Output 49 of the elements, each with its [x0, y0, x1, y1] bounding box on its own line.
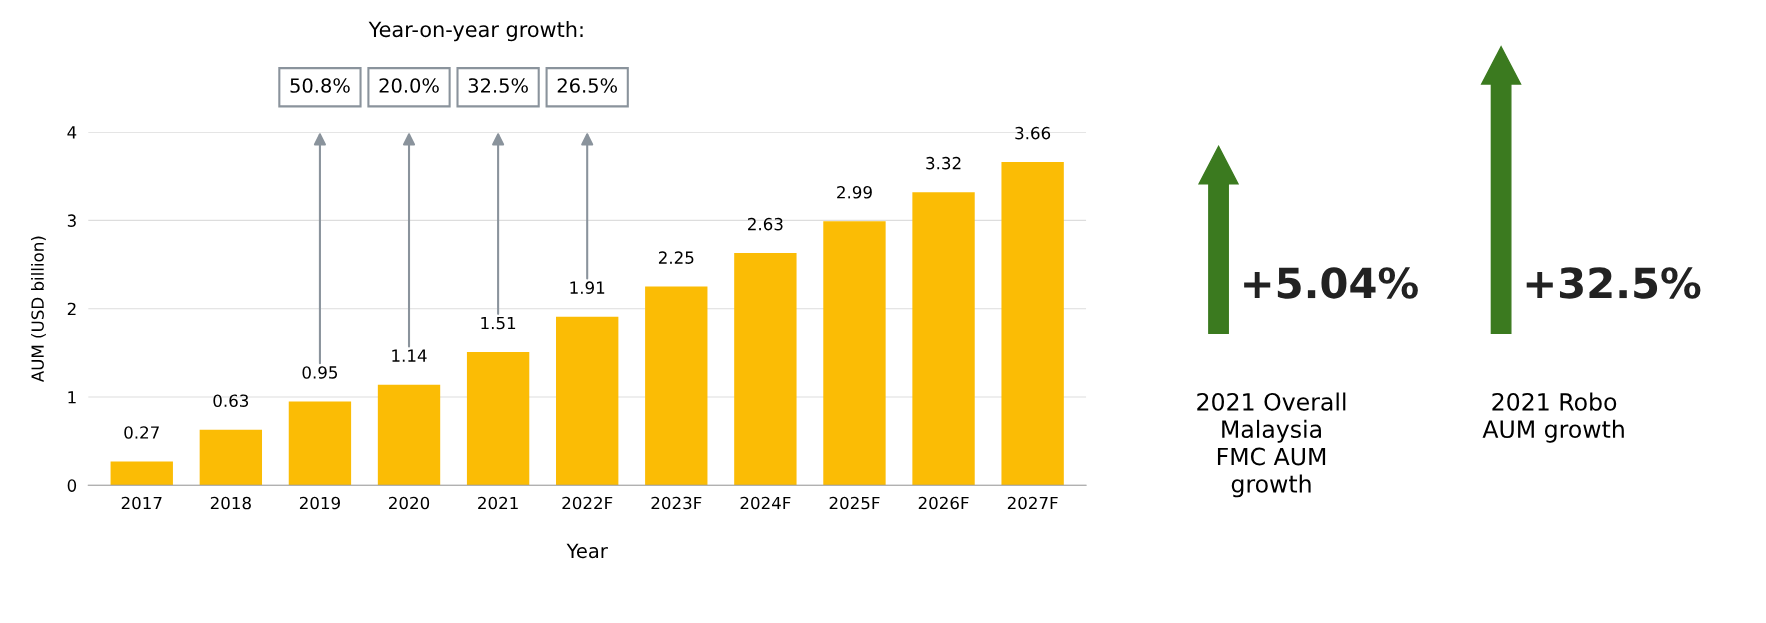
- bar: [377, 384, 441, 486]
- y-axis-title: AUM (USD billion): [31, 236, 46, 383]
- text: 2021 Robo AUM growth: [1482, 392, 1624, 443]
- data-label: 1.14: [392, 349, 427, 362]
- text: 32.5%: [468, 78, 528, 93]
- data-label: 2.25: [658, 251, 694, 264]
- x-tick-label: 2018: [210, 496, 251, 510]
- x-tick-label: 2019: [299, 496, 340, 510]
- data-label: 2.63: [748, 217, 783, 231]
- y-tick-label: 2: [67, 302, 76, 316]
- x-tick-label: 2017: [121, 496, 162, 510]
- bar: [912, 192, 975, 486]
- text: 2021 Overall Malaysia FMC AUM growth: [1197, 392, 1346, 498]
- data-label: 3.66: [1015, 126, 1051, 140]
- x-tick-label: 2024F: [740, 496, 791, 510]
- data-label: 2.99: [837, 185, 872, 199]
- y-tick-label: 0: [67, 479, 77, 492]
- x-tick-label: 2027F: [1007, 496, 1058, 510]
- data-label: 0.63: [213, 394, 249, 408]
- bar: [110, 461, 173, 486]
- y-tick-label: 3: [67, 214, 76, 227]
- text: +32.5%: [1526, 267, 1701, 299]
- y-tick-label: 4: [67, 126, 77, 139]
- bar: [823, 221, 886, 486]
- data-label: 1.91: [570, 281, 605, 294]
- bar: [288, 401, 352, 486]
- x-tick-label: 2022F: [562, 496, 613, 510]
- x-tick-label: 2023F: [651, 496, 702, 510]
- x-axis-title: Year: [566, 543, 608, 559]
- text: 20.0%: [379, 78, 439, 93]
- x-tick-label: 2020: [389, 496, 430, 510]
- x-tick-label: 2026F: [918, 496, 969, 510]
- data-label: 3.32: [926, 156, 961, 170]
- text: Year-on-year growth:: [368, 21, 583, 42]
- bar: [645, 286, 708, 486]
- x-tick-label: 2021: [478, 496, 518, 510]
- bar: [199, 429, 263, 486]
- data-label: 1.51: [481, 316, 516, 330]
- bar: [1001, 162, 1064, 486]
- bar: [556, 316, 619, 486]
- text: 26.5%: [557, 78, 618, 93]
- x-tick-label: 2025F: [829, 496, 880, 510]
- bar: [734, 253, 797, 486]
- y-tick-label: 1: [68, 391, 76, 404]
- text: 50.8%: [290, 78, 350, 93]
- data-label: 0.95: [302, 366, 338, 379]
- data-label: 0.27: [124, 426, 159, 439]
- text: +5.04%: [1244, 267, 1418, 299]
- bar: [466, 351, 530, 486]
